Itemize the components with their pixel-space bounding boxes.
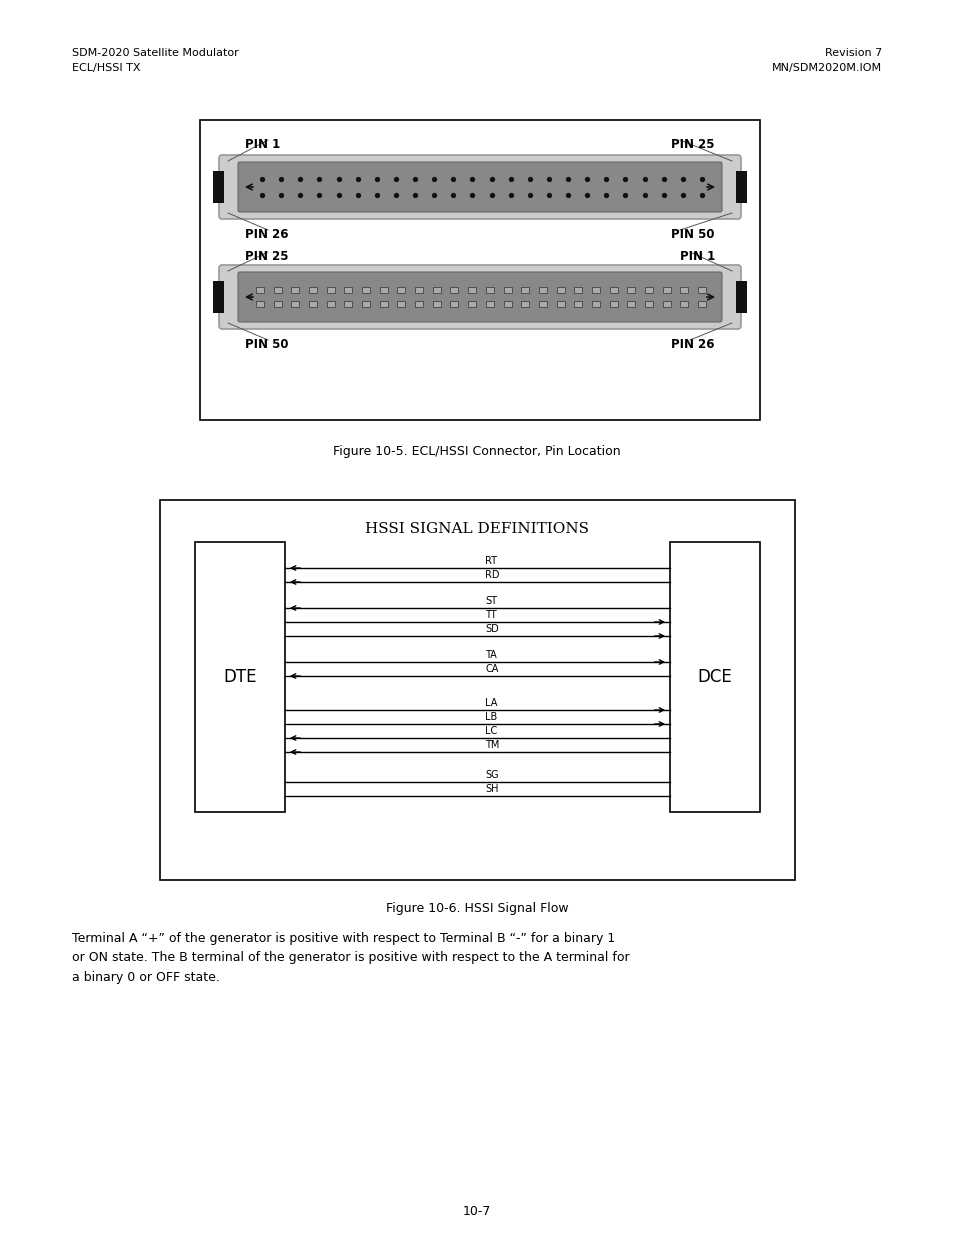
Text: LC: LC (485, 726, 497, 736)
Text: TM: TM (485, 740, 499, 750)
FancyBboxPatch shape (219, 156, 740, 219)
Text: TA: TA (485, 650, 497, 659)
Bar (735, 282, 746, 312)
Bar (574, 287, 581, 293)
Bar (591, 287, 599, 293)
Text: Terminal A “+” of the generator is positive with respect to Terminal B “-” for a: Terminal A “+” of the generator is posit… (71, 932, 629, 984)
Bar (326, 287, 335, 293)
Bar (468, 287, 476, 293)
Text: Figure 10-5. ECL/HSSI Connector, Pin Location: Figure 10-5. ECL/HSSI Connector, Pin Loc… (333, 445, 620, 458)
Bar (433, 287, 440, 293)
Text: DTE: DTE (223, 668, 256, 685)
Bar (194, 542, 285, 811)
Text: PIN 25: PIN 25 (245, 249, 288, 263)
Bar (200, 120, 760, 420)
Bar (627, 287, 635, 293)
Bar (556, 287, 564, 293)
Text: Figure 10-6. HSSI Signal Flow: Figure 10-6. HSSI Signal Flow (385, 902, 568, 915)
Bar (379, 301, 387, 308)
Text: PIN 26: PIN 26 (671, 338, 714, 351)
FancyBboxPatch shape (237, 272, 721, 322)
Bar (326, 301, 335, 308)
Bar (362, 287, 370, 293)
Bar (450, 301, 458, 308)
Bar (644, 287, 652, 293)
Bar (309, 287, 316, 293)
Bar (213, 282, 224, 312)
Bar (520, 287, 529, 293)
Bar (213, 170, 224, 203)
Bar (556, 301, 564, 308)
Bar (662, 301, 670, 308)
FancyBboxPatch shape (237, 162, 721, 212)
Bar (362, 301, 370, 308)
Bar (415, 287, 423, 293)
Bar (255, 287, 264, 293)
Text: PIN 50: PIN 50 (671, 228, 714, 241)
Bar (415, 301, 423, 308)
Text: Revision 7: Revision 7 (824, 48, 882, 58)
Bar (274, 301, 281, 308)
Text: CA: CA (485, 664, 498, 674)
Bar (433, 301, 440, 308)
Bar (291, 301, 299, 308)
FancyBboxPatch shape (219, 266, 740, 329)
Bar (644, 301, 652, 308)
Bar (344, 287, 352, 293)
Text: SDM-2020 Satellite Modulator: SDM-2020 Satellite Modulator (71, 48, 238, 58)
Text: 10-7: 10-7 (462, 1205, 491, 1218)
Bar (274, 287, 281, 293)
Bar (379, 287, 387, 293)
Bar (450, 287, 458, 293)
Text: LA: LA (485, 698, 497, 708)
Bar (485, 301, 494, 308)
Bar (609, 301, 617, 308)
Bar (735, 170, 746, 203)
Text: ST: ST (485, 597, 497, 606)
Text: PIN 1: PIN 1 (245, 138, 280, 151)
Text: PIN 26: PIN 26 (245, 228, 288, 241)
Text: SG: SG (485, 769, 498, 781)
Bar (503, 301, 511, 308)
Text: PIN 50: PIN 50 (245, 338, 288, 351)
Bar (520, 301, 529, 308)
Text: RT: RT (485, 556, 497, 566)
Text: DCE: DCE (697, 668, 732, 685)
Text: PIN 25: PIN 25 (671, 138, 714, 151)
Bar (397, 301, 405, 308)
Bar (679, 301, 688, 308)
Bar (160, 500, 794, 881)
Text: RD: RD (485, 571, 499, 580)
Bar (627, 301, 635, 308)
Text: TT: TT (485, 610, 497, 620)
Bar (574, 301, 581, 308)
Bar (538, 287, 546, 293)
Bar (397, 287, 405, 293)
Bar (679, 287, 688, 293)
Bar (669, 542, 760, 811)
Text: PIN 1: PIN 1 (679, 249, 714, 263)
Text: SD: SD (485, 624, 498, 634)
Text: MN/SDM2020M.IOM: MN/SDM2020M.IOM (771, 63, 882, 73)
Text: ECL/HSSI TX: ECL/HSSI TX (71, 63, 140, 73)
Bar (291, 287, 299, 293)
Bar (591, 301, 599, 308)
Bar (255, 301, 264, 308)
Text: SH: SH (485, 784, 498, 794)
Bar (662, 287, 670, 293)
Bar (698, 301, 705, 308)
Bar (468, 301, 476, 308)
Bar (309, 301, 316, 308)
Bar (503, 287, 511, 293)
Bar (538, 301, 546, 308)
Bar (344, 301, 352, 308)
Text: HSSI SIGNAL DEFINITIONS: HSSI SIGNAL DEFINITIONS (365, 522, 589, 536)
Bar (485, 287, 494, 293)
Text: LB: LB (485, 713, 497, 722)
Bar (609, 287, 617, 293)
Bar (698, 287, 705, 293)
